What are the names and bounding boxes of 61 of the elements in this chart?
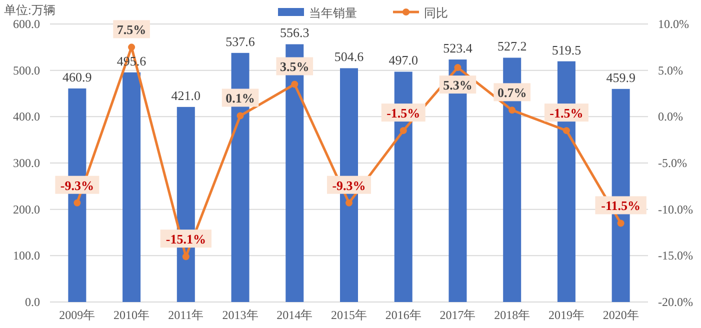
data-label: -9.3% bbox=[332, 178, 366, 193]
x-tick-label: 2015年 bbox=[331, 308, 367, 322]
data-label: -11.5% bbox=[601, 198, 641, 214]
point bbox=[236, 112, 244, 120]
data-label: 519.5 bbox=[552, 42, 582, 58]
x-tick-label: 2010年 bbox=[114, 308, 150, 322]
y2-tick-label: 5.0% bbox=[658, 63, 683, 78]
data-label: 497.0 bbox=[388, 52, 418, 68]
x-tick-label: 2014年 bbox=[276, 308, 313, 322]
data-label: 523.4 bbox=[443, 40, 473, 56]
data-label: 3.5% bbox=[280, 59, 310, 74]
x-tick-label: 2017年 bbox=[440, 308, 476, 322]
x-tick-label: 2016年 bbox=[385, 308, 422, 322]
point bbox=[74, 199, 81, 206]
point bbox=[346, 199, 352, 206]
data-label: -1.5% bbox=[386, 106, 420, 121]
data-label: -15.1% bbox=[166, 232, 206, 247]
point bbox=[617, 220, 624, 227]
data-label: 527.2 bbox=[497, 38, 527, 54]
y2-tick-label: -5.0% bbox=[658, 156, 687, 170]
y2-tick-label: -10.0% bbox=[658, 202, 693, 216]
data-label: -1.5% bbox=[550, 106, 584, 121]
data-label: 5.3% bbox=[443, 78, 472, 93]
data-label: 421.0 bbox=[171, 88, 201, 103]
point bbox=[454, 64, 462, 72]
point bbox=[291, 80, 298, 88]
y-tick-label: 300.0 bbox=[13, 156, 40, 170]
y2-tick-label: 0.0% bbox=[658, 110, 683, 124]
y2-tick-label: -15.0% bbox=[658, 248, 693, 263]
data-label: 459.9 bbox=[606, 70, 636, 85]
point bbox=[400, 127, 407, 134]
legend-label: 当年销量 bbox=[309, 6, 357, 20]
y-tick-label: 600.0 bbox=[13, 17, 40, 31]
data-label: 0.7% bbox=[497, 85, 527, 100]
data-label: 7.5% bbox=[116, 22, 146, 38]
point bbox=[562, 127, 570, 134]
y-tick-label: 100.0 bbox=[13, 248, 40, 263]
y-tick-label: 500.0 bbox=[13, 63, 40, 78]
x-tick-label: 2013年 bbox=[222, 308, 258, 322]
point bbox=[128, 44, 136, 51]
y-tick-label: 0.0 bbox=[25, 295, 40, 309]
x-tick-label: 2018年 bbox=[494, 308, 530, 322]
legend-label: 同比 bbox=[424, 6, 448, 20]
data-label: 460.9 bbox=[62, 69, 92, 84]
y2-tick-label: 10.0% bbox=[658, 17, 689, 31]
x-tick-label: 2020年 bbox=[602, 308, 639, 322]
bar bbox=[122, 72, 141, 302]
x-tick-label: 2009年 bbox=[59, 308, 96, 322]
data-label: 537.6 bbox=[226, 34, 256, 49]
y-tick-label: 200.0 bbox=[13, 202, 40, 216]
text: 单位:万辆 bbox=[4, 3, 56, 17]
y2-tick-label: -20.0% bbox=[658, 295, 693, 309]
data-label: 0.1% bbox=[226, 90, 255, 106]
x-tick-label: 2019年 bbox=[548, 308, 584, 322]
point bbox=[508, 106, 516, 114]
data-label: 556.3 bbox=[280, 25, 310, 40]
x-tick-label: 2011年 bbox=[168, 308, 204, 322]
data-label: -9.3% bbox=[60, 178, 94, 193]
data-label: 504.6 bbox=[334, 49, 364, 64]
point bbox=[182, 253, 190, 260]
y-tick-label: 400.0 bbox=[13, 110, 40, 124]
